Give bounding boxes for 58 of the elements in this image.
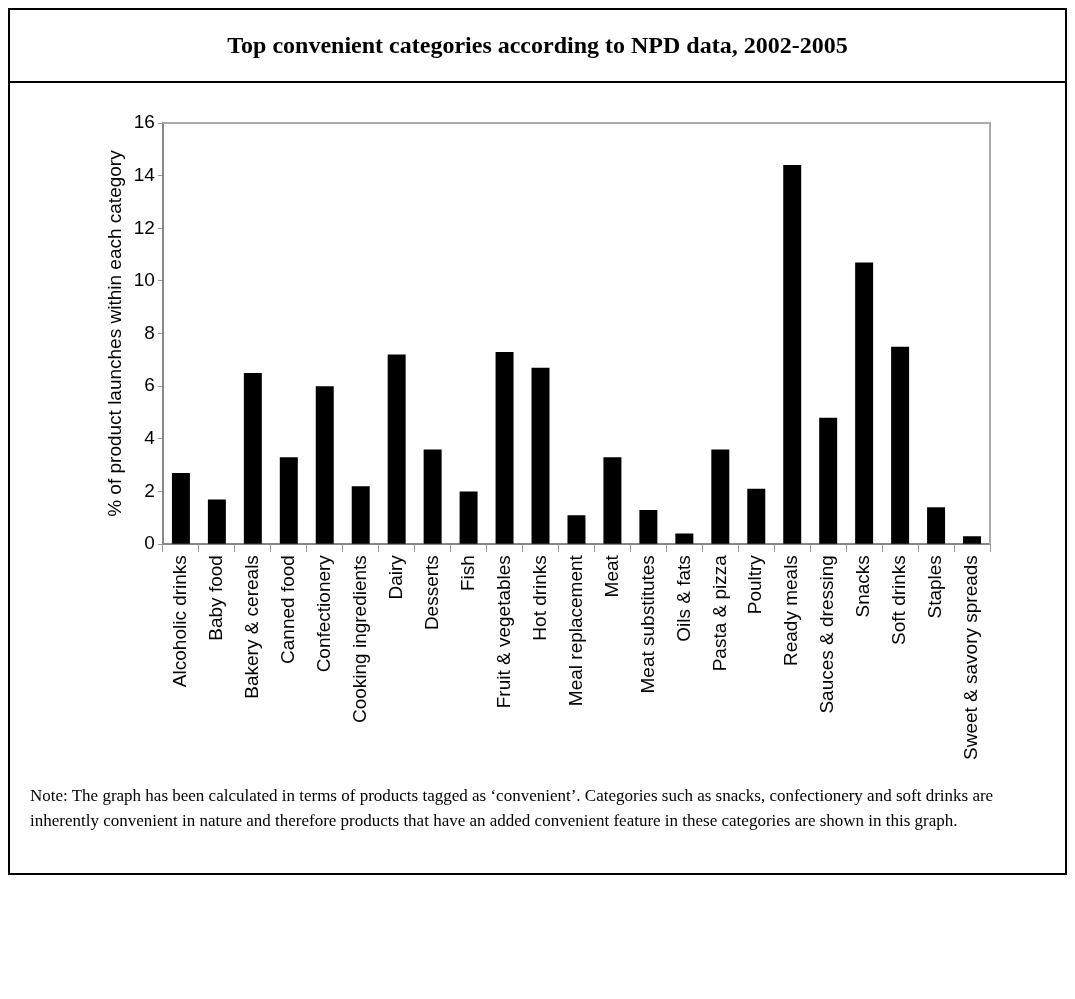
bar (459, 491, 478, 544)
x-tick-label: Pasta & pizza (708, 554, 730, 672)
y-tick-label: 14 (133, 163, 156, 185)
x-tick-label: Bakery & cereals (241, 555, 263, 699)
x-tick-label: Cooking ingredients (348, 555, 370, 724)
x-tick-label: Desserts (420, 555, 442, 631)
bar (819, 417, 838, 544)
x-tick-label: Staples (924, 555, 946, 619)
text: Note: The graph has been calculated in terms of products tagged as ‘convenient’. Categories such as snacks, confectionery and soft drinks are inherently convenient in nature and therefore products that have an added convenient feature in these categories are shown in this graph. (29, 785, 995, 832)
x-tick-label: Meat (600, 554, 622, 598)
bar (495, 351, 514, 544)
bar (927, 507, 946, 544)
x-tick-label: Meal replacement (564, 554, 586, 707)
bar (351, 486, 370, 544)
x-tick-label: Meat substitutes (636, 555, 658, 694)
bar (783, 165, 802, 544)
x-tick-label: Dairy (384, 554, 406, 600)
y-tick-label: 0 (144, 532, 155, 554)
y-tick-label: 16 (133, 111, 155, 133)
x-tick-label: Confectionery (312, 554, 334, 673)
bar (675, 533, 694, 544)
x-tick-label: Ready meals (780, 555, 802, 667)
bar (531, 367, 550, 544)
bar (207, 499, 226, 544)
bar (603, 457, 622, 544)
bar (171, 473, 190, 544)
x-tick-label: Sweet & savory spreads (960, 555, 982, 760)
x-tick-label: Alcoholic drinks (169, 555, 191, 688)
bar (711, 449, 730, 544)
chart-title: Top convenient categories according to NPD data, 2002-2005 (10, 10, 1065, 83)
y-tick-label: 4 (144, 427, 156, 449)
bar (567, 515, 586, 544)
x-tick-label: Snacks (852, 555, 874, 618)
y-tick-label: 12 (133, 216, 155, 238)
y-tick-label: 6 (144, 374, 155, 396)
bar (387, 354, 406, 544)
bar (423, 449, 442, 544)
bar (891, 346, 910, 544)
x-tick-label: Canned food (277, 555, 299, 664)
x-tick-label: Baby food (205, 555, 227, 641)
bar (639, 509, 658, 544)
x-tick-label: Sauces & dressing (816, 555, 838, 714)
bar (315, 386, 334, 544)
x-tick-label: Soft drinks (888, 555, 910, 645)
bar (963, 536, 982, 544)
x-tick-label: Oils & fats (672, 555, 694, 642)
bar (747, 488, 766, 544)
x-tick-label: Fish (456, 555, 478, 592)
y-axis-title: % of product launches within each category (103, 149, 125, 517)
x-tick-label: Fruit & vegetables (492, 555, 514, 709)
y-tick-label: 8 (144, 321, 155, 343)
y-tick-label: 2 (144, 479, 155, 501)
y-tick-label: 10 (133, 269, 155, 291)
bar (279, 457, 298, 544)
bar (855, 262, 874, 544)
bar (243, 373, 262, 544)
x-tick-label: Poultry (744, 554, 766, 615)
x-tick-label: Hot drinks (528, 555, 550, 641)
